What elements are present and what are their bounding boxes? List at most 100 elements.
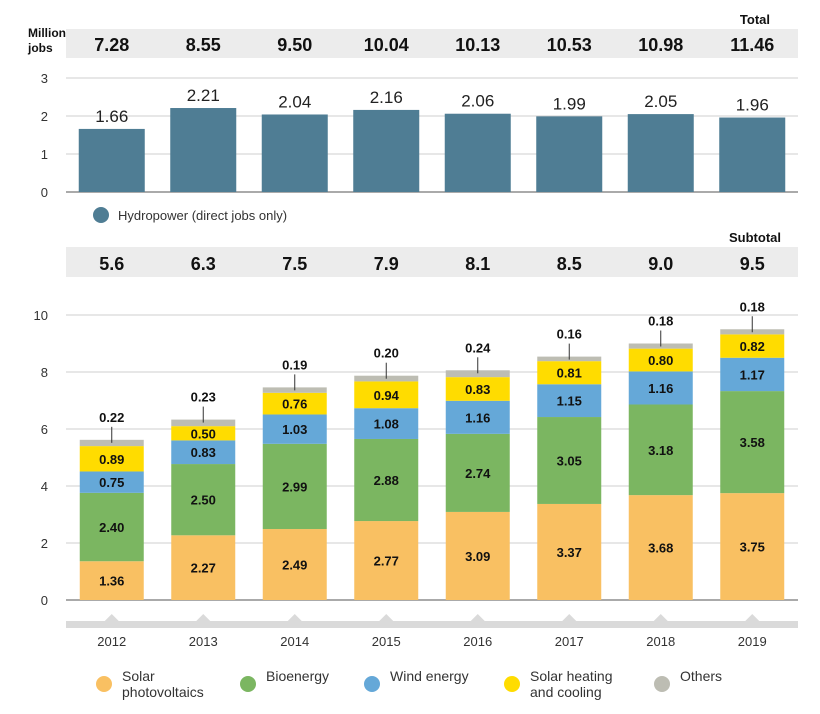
subtotal-value-2013: 6.3 <box>191 254 216 274</box>
bottom-y-tick: 0 <box>41 593 48 608</box>
subtotal-value-2019: 9.5 <box>740 254 765 274</box>
value-label-bioenergy-2017: 3.05 <box>557 453 582 468</box>
value-label-wind-2012: 0.75 <box>99 475 124 490</box>
x-axis-tab-2018 <box>653 614 668 621</box>
bar-wind-2019 <box>720 357 785 392</box>
hydro-value-label-2019: 1.96 <box>736 96 769 115</box>
total-value-2019: 11.46 <box>730 35 774 55</box>
value-label-wind-2016: 1.16 <box>465 410 490 425</box>
legend-label-wind: Wind energy <box>390 668 469 684</box>
legend-label-solar-pv: Solar photovoltaics <box>122 668 204 700</box>
bar-solar_heat-2019 <box>720 334 785 358</box>
value-label-others-2013: 0.23 <box>191 390 216 405</box>
value-label-bioenergy-2018: 3.18 <box>648 443 673 458</box>
bottom-y-tick: 8 <box>41 365 48 380</box>
legend-item-solar-heating: Solar heating and cooling <box>504 668 640 700</box>
bottom-y-tick: 2 <box>41 536 48 551</box>
subtotal-value-2015: 7.9 <box>374 254 399 274</box>
total-value-2018: 10.98 <box>638 35 683 55</box>
hydro-value-label-2015: 2.16 <box>370 88 403 107</box>
bar-bioenergy-2017 <box>537 417 602 504</box>
total-value-2015: 10.04 <box>364 35 409 55</box>
bar-wind-2015 <box>354 408 419 439</box>
value-label-others-2012: 0.22 <box>99 410 124 425</box>
subtotals-band <box>66 247 798 277</box>
subtotal-value-2014: 7.5 <box>282 254 307 274</box>
x-axis-label-2016: 2016 <box>463 634 492 649</box>
hydro-bar-2014 <box>261 114 328 192</box>
x-axis-label-2012: 2012 <box>97 634 126 649</box>
totals-band <box>66 29 798 58</box>
value-label-wind-2017: 1.15 <box>557 394 582 409</box>
subtotal-value-2018: 9.0 <box>648 254 673 274</box>
hydro-value-label-2014: 2.04 <box>278 92 311 111</box>
bar-bioenergy-2018 <box>628 404 693 496</box>
value-label-others-2018: 0.18 <box>648 314 673 329</box>
value-label-solar_pv-2018: 3.68 <box>648 541 673 556</box>
hydro-bar-2016 <box>444 113 511 192</box>
unit-label: jobs <box>27 41 53 55</box>
hydro-bar-2017 <box>536 116 603 192</box>
top-y-tick: 2 <box>41 109 48 124</box>
value-label-solar_pv-2016: 3.09 <box>465 549 490 564</box>
bar-bioenergy-2012 <box>79 492 144 562</box>
value-label-others-2019: 0.18 <box>740 299 765 314</box>
hydro-bar-2012 <box>78 128 145 192</box>
subtotal-value-2016: 8.1 <box>465 254 490 274</box>
bar-solar_pv-2013 <box>171 535 236 600</box>
bar-others-2013 <box>171 419 236 427</box>
value-label-solar_heat-2019: 0.82 <box>740 339 765 354</box>
legend-swatch-solar-heating <box>504 676 520 692</box>
value-label-bioenergy-2019: 3.58 <box>740 435 765 450</box>
x-axis-label-2013: 2013 <box>189 634 218 649</box>
bottom-y-tick: 4 <box>41 479 48 494</box>
x-axis-tab-2012 <box>104 614 119 621</box>
legend-swatch-solar-pv <box>96 676 112 692</box>
total-value-2013: 8.55 <box>186 35 221 55</box>
bar-bioenergy-2015 <box>354 438 419 522</box>
bar-bioenergy-2019 <box>720 391 785 494</box>
bar-solar_pv-2018 <box>628 495 693 600</box>
bar-solar_heat-2017 <box>537 361 602 385</box>
legend-label-others: Others <box>680 668 723 684</box>
hydro-value-label-2017: 1.99 <box>553 94 586 113</box>
x-axis-label-2014: 2014 <box>280 634 309 649</box>
value-label-solar_pv-2014: 2.49 <box>282 558 307 573</box>
hydro-value-label-2018: 2.05 <box>644 92 677 111</box>
bar-bioenergy-2014 <box>262 443 327 530</box>
legend-item-others: Others <box>654 668 790 692</box>
bar-wind-2016 <box>445 400 510 434</box>
value-label-solar_heat-2016: 0.83 <box>465 382 490 397</box>
top-y-tick: 0 <box>41 185 48 200</box>
legend-swatch-wind <box>364 676 380 692</box>
subtotal-value-2017: 8.5 <box>557 254 582 274</box>
x-axis-label-2015: 2015 <box>372 634 401 649</box>
value-label-solar_heat-2014: 0.76 <box>282 397 307 412</box>
total-value-2017: 10.53 <box>547 35 592 55</box>
bar-others-2016 <box>445 370 510 378</box>
value-label-wind-2014: 1.03 <box>282 422 307 437</box>
value-label-others-2017: 0.16 <box>557 327 582 342</box>
value-label-solar_pv-2015: 2.77 <box>374 554 399 569</box>
value-label-others-2014: 0.19 <box>282 357 307 372</box>
value-label-wind-2019: 1.17 <box>740 367 765 382</box>
bar-solar_heat-2018 <box>628 348 693 372</box>
bar-solar_pv-2014 <box>262 529 327 600</box>
value-label-solar_pv-2019: 3.75 <box>740 540 765 555</box>
bar-others-2012 <box>79 439 144 447</box>
x-axis-tab-2014 <box>287 614 302 621</box>
value-label-solar_heat-2012: 0.89 <box>99 452 124 467</box>
bar-solar_pv-2017 <box>537 503 602 600</box>
hydro-legend-label: Hydropower (direct jobs only) <box>118 208 287 223</box>
bottom-y-tick: 10 <box>34 308 48 323</box>
value-label-solar_heat-2018: 0.80 <box>648 353 673 368</box>
value-label-bioenergy-2014: 2.99 <box>282 479 307 494</box>
hydro-legend-swatch <box>93 207 109 223</box>
hydro-bar-2018 <box>627 114 694 192</box>
legend-item-bioenergy: Bioenergy <box>240 668 376 692</box>
bar-wind-2014 <box>262 414 327 444</box>
bar-solar_heat-2013 <box>171 426 236 441</box>
value-label-bioenergy-2012: 2.40 <box>99 520 124 535</box>
top-y-tick: 3 <box>41 71 48 86</box>
